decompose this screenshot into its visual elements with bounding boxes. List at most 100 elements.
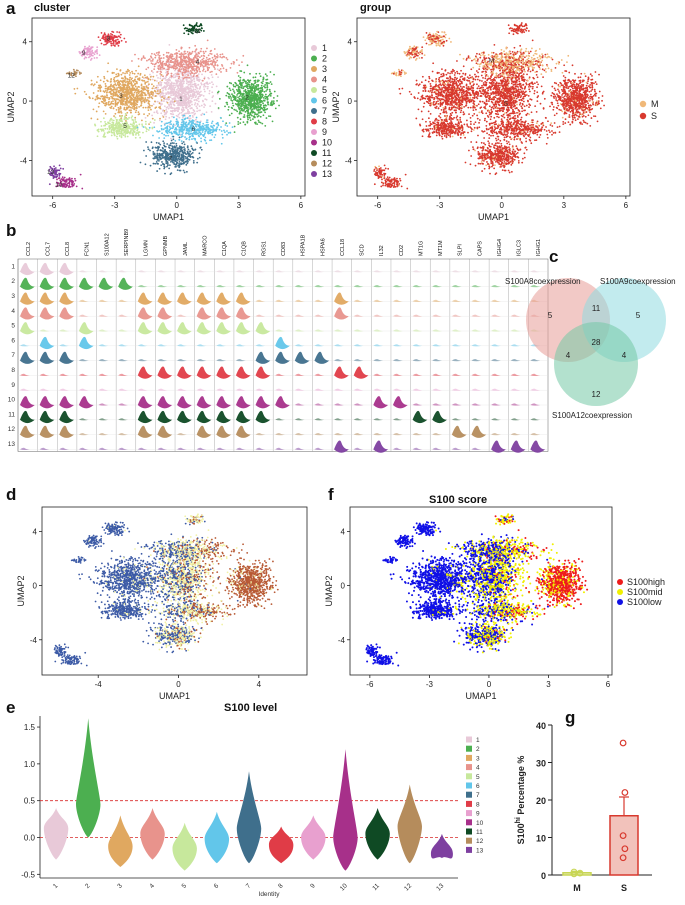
cluster-point [256,84,258,86]
cluster-point [174,100,176,102]
cluster-point [179,139,181,141]
cluster-point [111,31,113,33]
cluster-point [156,75,158,77]
cluster-point [257,89,259,91]
cluster-point [251,103,253,105]
legend-label: 5 [322,85,327,95]
cluster-point [227,59,229,61]
cluster-point [174,108,176,110]
cluster-point [216,126,218,128]
cluster-point [225,122,227,124]
cluster-point [238,90,240,92]
cluster-point [76,88,78,90]
legend-label: 1 [322,43,327,53]
cluster-point [174,98,176,100]
cluster-point [152,79,154,81]
cluster-point [167,99,169,101]
cluster-point [188,55,190,57]
group-s-point [488,100,490,102]
cluster-point [187,66,189,68]
cluster-point [141,123,143,125]
cluster-point [164,157,166,159]
cluster-point [134,117,136,119]
cluster-point [119,37,121,39]
cluster-point [247,112,249,114]
cluster-point [160,104,162,106]
cluster-point [260,75,262,77]
cluster-point [202,131,204,133]
cluster-point [226,86,228,88]
cluster-point [261,100,263,102]
cluster-point [170,94,172,96]
cluster-point [130,109,132,111]
cluster-point [141,79,143,81]
cluster-point [129,133,131,135]
cluster-point [190,53,192,55]
cluster-point [167,92,169,94]
group-s-point [536,91,538,93]
cluster-point [196,142,198,144]
cluster-point [149,150,151,152]
cluster-point [156,170,158,172]
cluster-point [104,128,106,130]
cluster-point [111,34,113,36]
cluster-point [208,93,210,95]
cluster-point [54,176,56,178]
cluster-point [150,121,152,123]
cluster-point [165,72,167,74]
cluster-point [212,120,214,122]
cluster-point [184,96,186,98]
legend-label: 2 [322,54,327,64]
cluster-point [156,161,158,163]
cluster-point [131,77,133,79]
cluster-point [155,91,157,93]
cluster-point [140,73,142,75]
cluster-label: 1 [179,96,183,103]
cluster-point [178,76,180,78]
cluster-point [271,100,273,102]
cluster-point [181,84,183,86]
cluster-point [154,53,156,55]
cluster-point [163,86,165,88]
cluster-point [154,57,156,59]
cluster-point [178,166,180,168]
cluster-point [250,119,252,121]
cluster-point [199,110,201,112]
legend-swatch [311,129,317,135]
cluster-point [130,93,132,95]
cluster-point [192,86,194,88]
cluster-point [124,118,126,120]
cluster-point [193,68,195,70]
cluster-point [182,159,184,161]
cluster-point [189,115,191,117]
cluster-point [247,64,249,66]
cluster-point [196,162,198,164]
cluster-point [136,76,138,78]
cluster-point [113,131,115,133]
cluster-point [165,162,167,164]
cluster-point [128,117,130,119]
cluster-point [171,133,173,135]
cluster-point [151,93,153,95]
cluster-point [254,90,256,92]
cluster-point [196,131,198,133]
cluster-point [101,32,103,34]
legend-label: 12 [322,159,332,169]
cluster-point [125,84,127,86]
cluster-point [178,56,180,58]
legend-swatch [311,161,317,167]
cluster-point [226,125,228,127]
cluster-point [92,97,94,99]
cluster-point [201,149,203,151]
cluster-point [222,120,224,122]
cluster-point [177,85,179,87]
cluster-point [159,130,161,132]
cluster-point [231,107,233,109]
cluster-point [176,145,178,147]
cluster-point [198,98,200,100]
cluster-point [100,96,102,98]
cluster-point [258,91,260,93]
cluster-point [202,101,204,103]
cluster-point [194,99,196,101]
cluster-point [248,90,250,92]
